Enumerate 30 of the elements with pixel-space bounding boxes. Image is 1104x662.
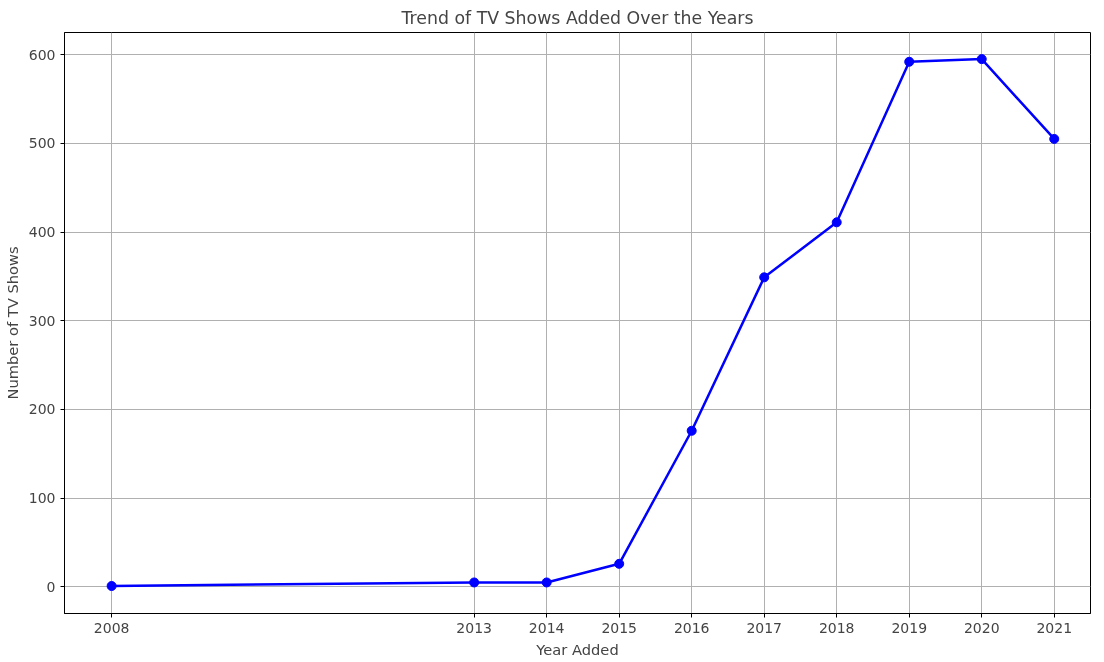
point [541,577,552,588]
point [904,56,915,67]
point [686,425,697,436]
y-tick-label: 400 [28,224,56,241]
chart-title: Trend of TV Shows Added Over the Years [400,7,754,28]
y-tick-label: 200 [28,401,56,418]
y-tick-label: 0 [46,578,56,595]
point [106,581,117,591]
point [759,272,770,283]
x-tick-label: 2019 [891,619,928,636]
x-tick-label: 2016 [673,619,710,636]
x-tick-label: 2015 [601,619,638,636]
point [469,577,480,588]
y-tick-label: 100 [28,490,56,507]
x-tick-label: 2017 [746,619,783,636]
point [831,217,842,228]
x-tick-label: 2013 [456,619,492,636]
x-tick-label: 2008 [93,619,130,636]
x-axis-title: Year Added [535,640,619,658]
y-tick-label: 500 [28,135,56,152]
y-tick-label: 300 [28,312,56,329]
x-tick-label: 2014 [528,619,565,636]
x-tick-label: 2020 [963,619,1000,636]
point [976,54,987,65]
point [614,558,625,569]
point [1049,133,1060,144]
x-tick-label: 2021 [1036,619,1073,636]
y-axis-title: Number of TV Shows [3,246,21,400]
x-tick-label: 2018 [818,619,855,636]
y-tick-label: 600 [28,46,56,63]
